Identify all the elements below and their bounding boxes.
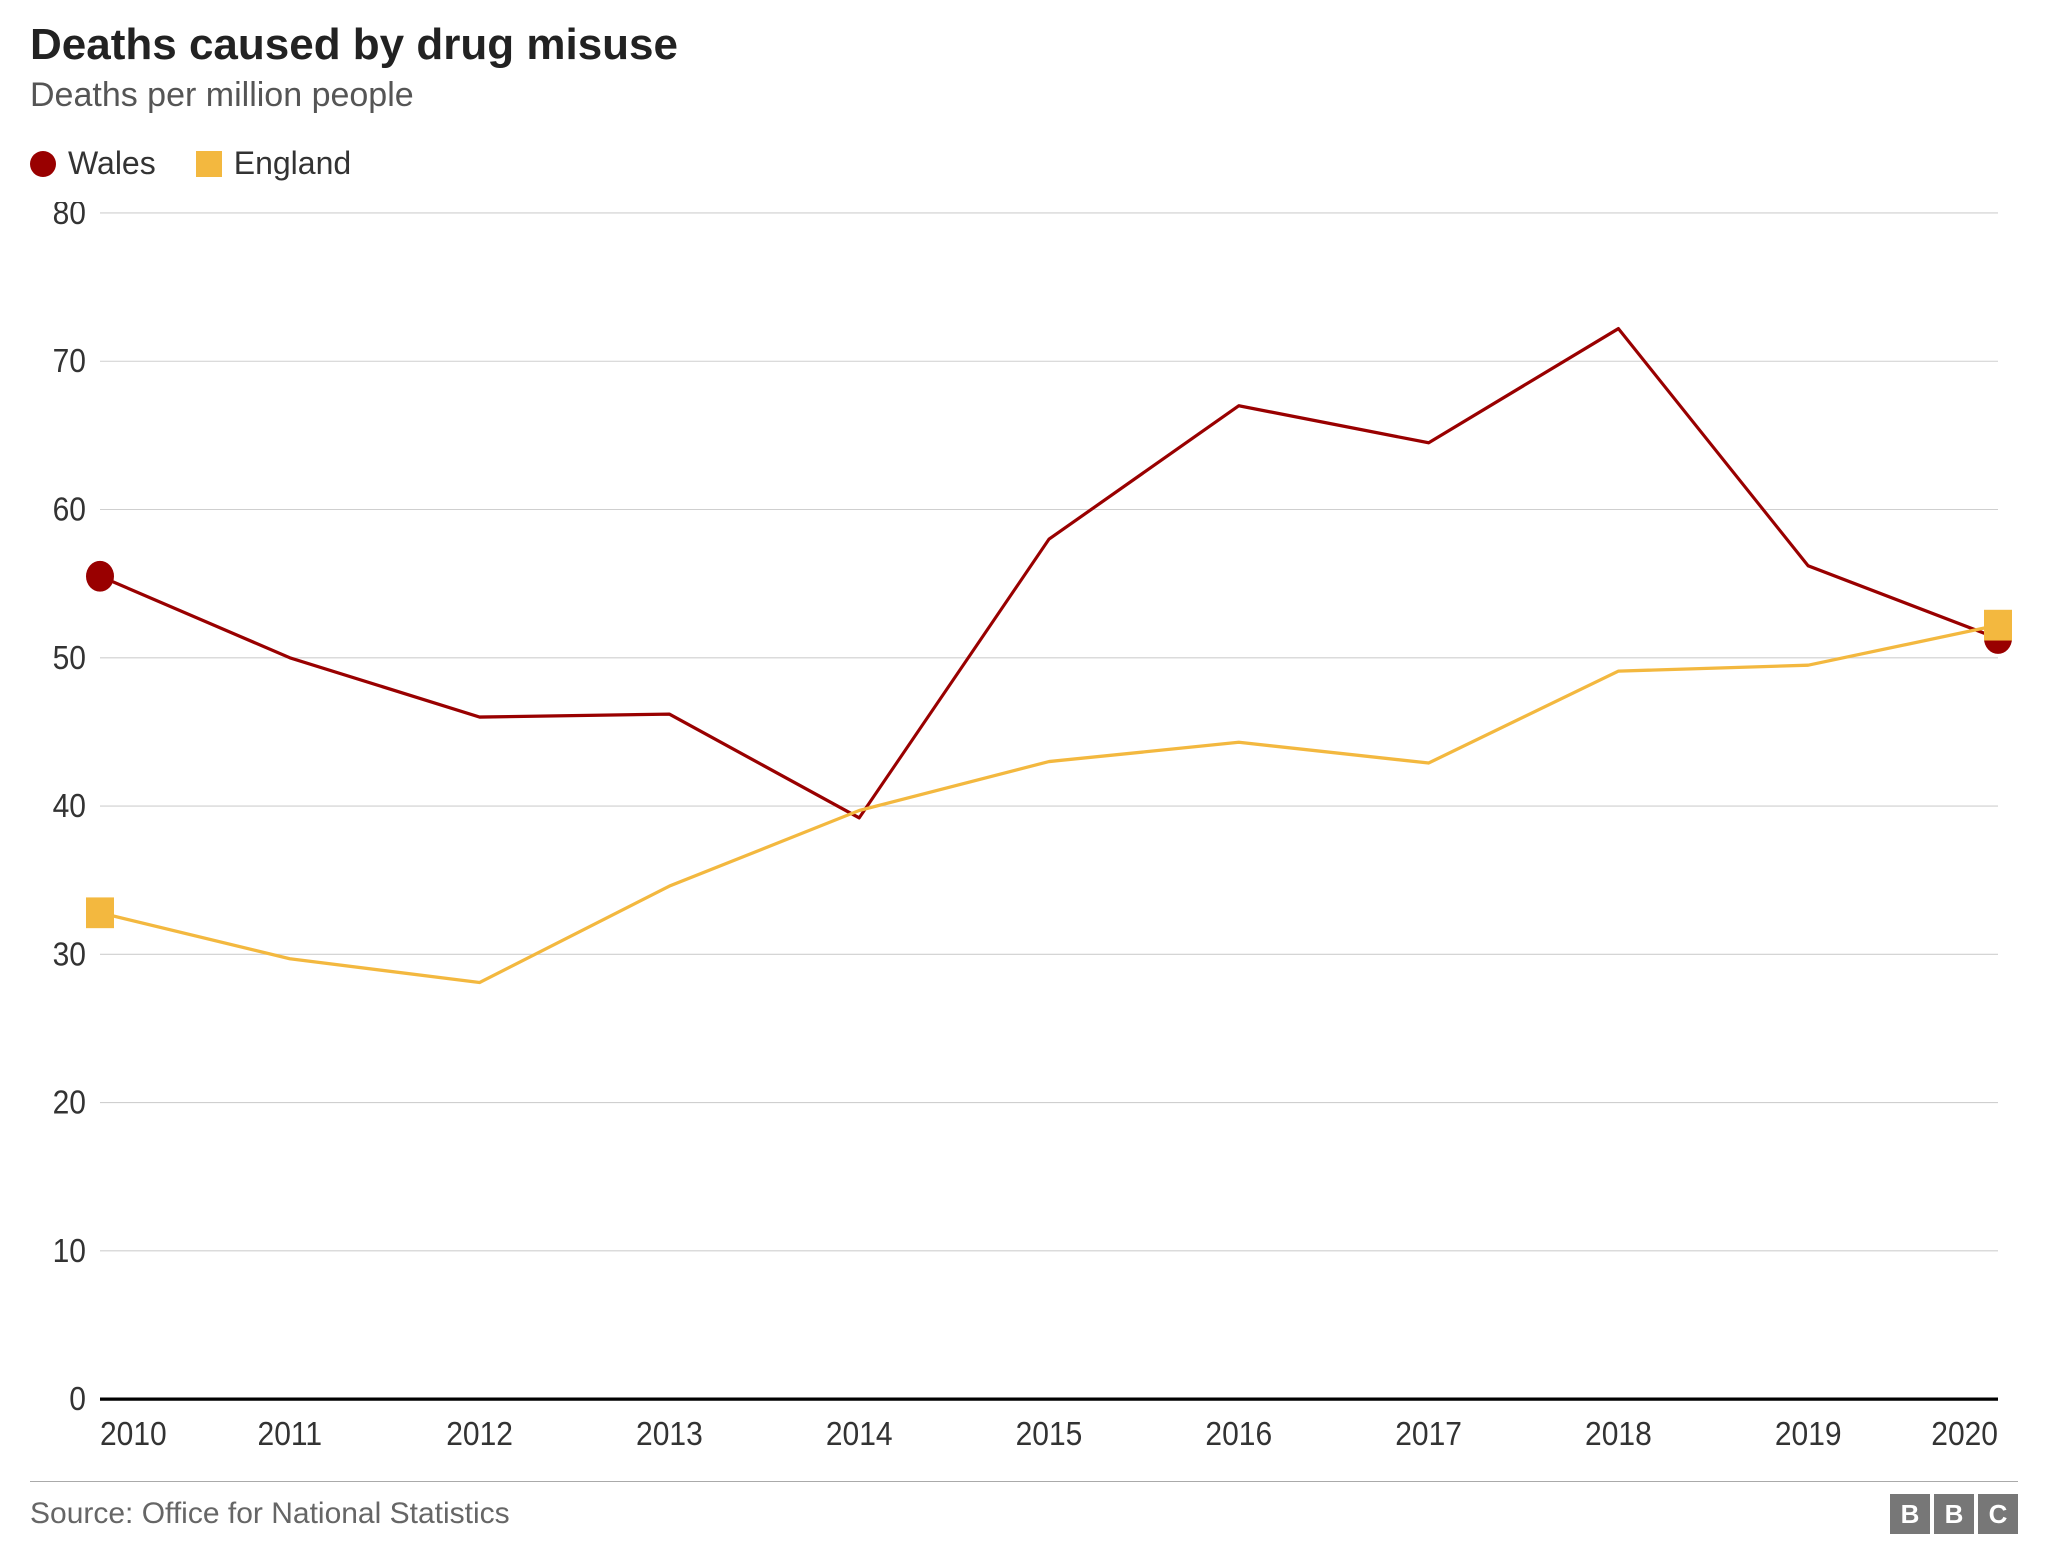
bbc-logo-letter: B (1890, 1494, 1930, 1534)
svg-text:0: 0 (69, 1380, 86, 1418)
legend: Wales England (30, 145, 2018, 182)
svg-text:50: 50 (53, 638, 86, 676)
bbc-logo-letter: B (1934, 1494, 1974, 1534)
svg-text:2019: 2019 (1775, 1415, 1842, 1453)
svg-text:2016: 2016 (1205, 1415, 1272, 1453)
legend-label: England (234, 145, 351, 182)
footer-divider (30, 1481, 2018, 1482)
legend-label: Wales (68, 145, 156, 182)
svg-text:2013: 2013 (636, 1415, 703, 1453)
svg-text:2017: 2017 (1395, 1415, 1462, 1453)
svg-text:2014: 2014 (826, 1415, 893, 1453)
svg-text:2010: 2010 (100, 1415, 167, 1453)
svg-text:2018: 2018 (1585, 1415, 1652, 1453)
bbc-logo: B B C (1890, 1494, 2018, 1534)
svg-text:2011: 2011 (258, 1415, 323, 1453)
svg-text:30: 30 (53, 935, 86, 973)
chart-source: Source: Office for National Statistics (30, 1497, 510, 1531)
legend-marker-circle-icon (30, 151, 56, 177)
legend-item-england: England (196, 145, 351, 182)
svg-text:2020: 2020 (1931, 1415, 1998, 1453)
svg-text:2015: 2015 (1016, 1415, 1083, 1453)
svg-text:80: 80 (53, 202, 86, 231)
svg-text:10: 10 (53, 1231, 86, 1269)
chart-plot-area: 0 10 20 30 40 50 60 70 80 2010 2011 2012 2013 2014 201… (30, 202, 2018, 1465)
svg-text:40: 40 (53, 787, 86, 825)
legend-item-wales: Wales (30, 145, 156, 182)
svg-text:2012: 2012 (446, 1415, 513, 1453)
bbc-logo-letter: C (1978, 1494, 2018, 1534)
svg-text:70: 70 (53, 342, 86, 380)
svg-text:60: 60 (53, 490, 86, 528)
line-chart-svg: 0 10 20 30 40 50 60 70 80 2010 2011 2012 2013 2014 201… (30, 202, 2018, 1465)
chart-subtitle: Deaths per million people (30, 76, 2018, 115)
chart-title: Deaths caused by drug misuse (30, 20, 2018, 70)
svg-text:20: 20 (53, 1083, 86, 1121)
legend-marker-square-icon (196, 151, 222, 177)
